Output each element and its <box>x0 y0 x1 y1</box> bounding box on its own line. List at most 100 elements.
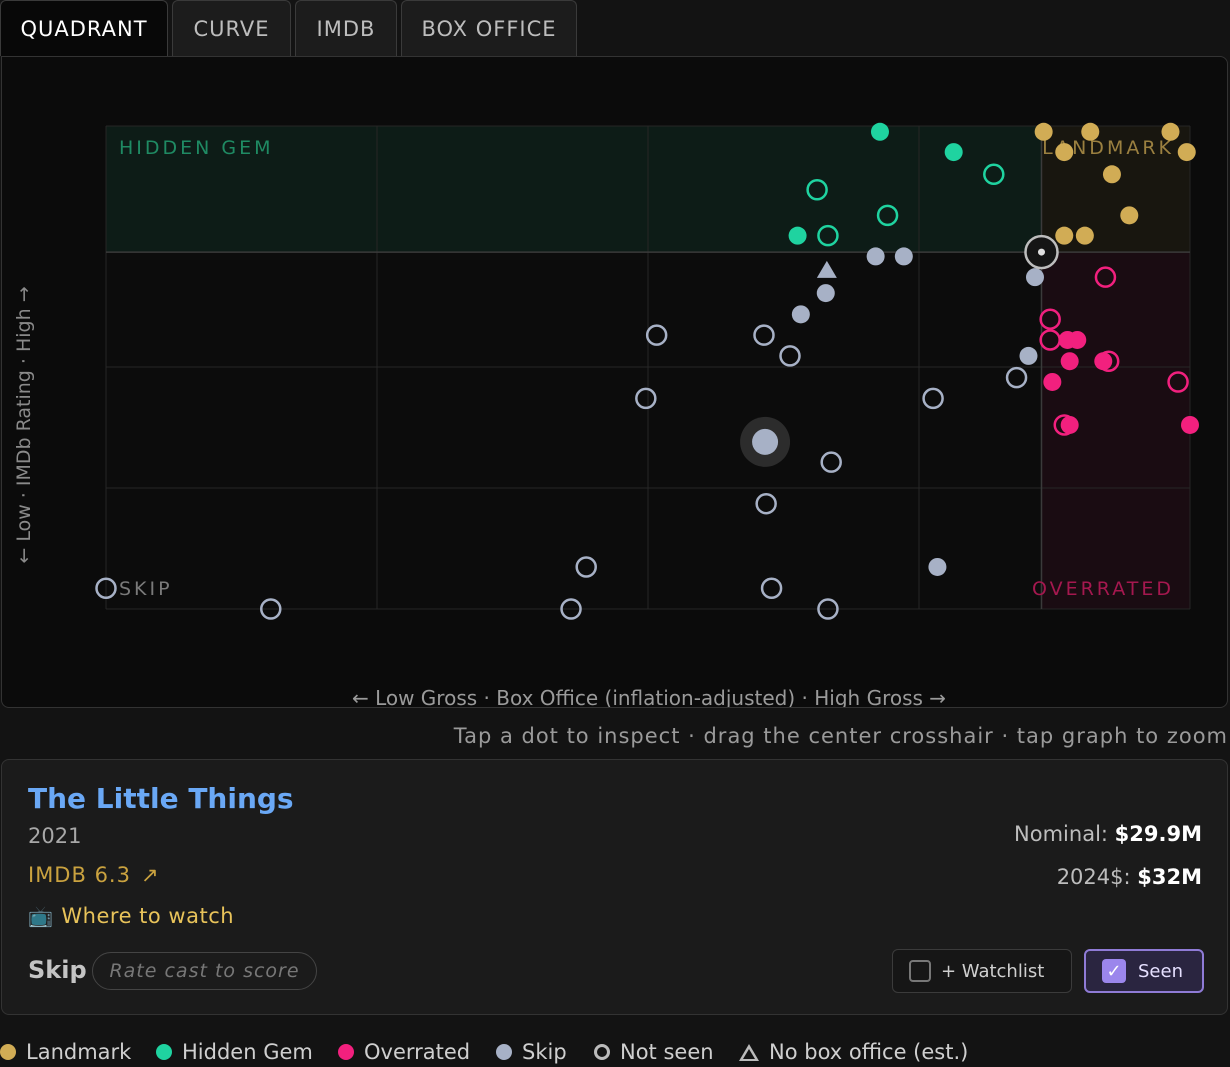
hidden_gem-not-seen-point[interactable] <box>876 204 899 227</box>
legend-item-skip: Skip <box>496 1038 567 1066</box>
landmark-dot-icon <box>0 1044 16 1060</box>
legend-item-hidden-gem: Hidden Gem <box>156 1038 313 1066</box>
skip-not-seen-point[interactable] <box>753 324 775 346</box>
rate-cast-button[interactable]: Rate cast to score <box>92 952 317 990</box>
imdb-rating-link[interactable]: IMDB 6.3 ↗ <box>28 863 160 887</box>
triangle-icon <box>739 1043 759 1061</box>
seen-button[interactable]: ✓ Seen <box>1084 949 1204 993</box>
movie-title[interactable]: The Little Things <box>28 782 294 815</box>
external-link-icon: ↗ <box>140 863 160 887</box>
nominal-gross: Nominal: $29.9M <box>1014 822 1202 846</box>
nominal-value: $29.9M <box>1114 822 1202 846</box>
hidden_gem-seen-point[interactable] <box>944 143 963 162</box>
skip-not-seen-point[interactable] <box>95 577 117 599</box>
verdict-label: Skip <box>28 956 87 984</box>
ring-icon <box>594 1044 610 1060</box>
skip-seen-point[interactable] <box>866 247 885 266</box>
skip-seen-point[interactable] <box>928 557 947 576</box>
overrated-seen-point[interactable] <box>1060 415 1079 434</box>
nominal-label: Nominal: <box>1014 822 1108 846</box>
landmark-seen-point[interactable] <box>1177 143 1196 162</box>
legend-item-overrated: Overrated <box>338 1038 470 1066</box>
quadrant-label-skip: SKIP <box>119 578 173 600</box>
legend-label: No box office (est.) <box>769 1040 969 1064</box>
skip-not-seen-point[interactable] <box>635 387 657 410</box>
legend-item-landmark: Landmark <box>0 1038 131 1066</box>
skip-not-seen-point[interactable] <box>817 598 839 620</box>
overrated-not-seen-point[interactable] <box>1039 308 1061 330</box>
overrated-seen-point[interactable] <box>1060 352 1079 371</box>
landmark-seen-point[interactable] <box>1075 226 1094 245</box>
legend-label: Landmark <box>26 1040 132 1064</box>
seen-label: Seen <box>1138 960 1183 982</box>
landmark-seen-point[interactable] <box>1102 165 1121 184</box>
quadrant-label-hidden-gem: HIDDEN GEM <box>119 137 274 159</box>
hidden-gem-zone <box>106 126 1042 253</box>
overrated-seen-point[interactable] <box>1181 415 1199 434</box>
skip-not-seen-point[interactable] <box>645 324 668 346</box>
quadrant-label-landmark: LANDMARK <box>1042 137 1174 159</box>
landmark-seen-point[interactable] <box>1034 122 1053 141</box>
hidden_gem-not-seen-point[interactable] <box>817 224 839 247</box>
skip-seen-point[interactable] <box>816 284 835 303</box>
seen-checkbox[interactable]: ✓ <box>1102 959 1126 983</box>
where-to-watch-label: Where to watch <box>61 904 235 928</box>
hidden_gem-seen-point[interactable] <box>788 226 807 245</box>
skip-not-seen-point[interactable] <box>755 492 777 515</box>
skip-seen-point[interactable] <box>1025 268 1044 287</box>
overrated-not-seen-point[interactable] <box>1167 371 1189 393</box>
legend-label: Not seen <box>620 1040 714 1064</box>
tab-imdb[interactable]: IMDB <box>295 0 397 56</box>
skip-seen-point[interactable] <box>791 305 810 324</box>
landmark-seen-point[interactable] <box>1120 206 1139 225</box>
tab-curve[interactable]: CURVE <box>172 0 291 56</box>
quadrant-chart[interactable]: HIDDEN GEM LANDMARK SKIP OVERRATED <box>2 57 1228 708</box>
skip-seen-point[interactable] <box>894 247 913 266</box>
y-axis-label: ← Low · IMDb Rating · High → <box>13 286 35 564</box>
tab-quadrant[interactable]: QUADRANT <box>0 0 168 56</box>
legend-label: Overrated <box>364 1040 471 1064</box>
overrated-not-seen-point[interactable] <box>1094 266 1117 288</box>
selected-point[interactable] <box>752 428 779 455</box>
hidden_gem-not-seen-point[interactable] <box>806 179 828 201</box>
overrated-seen-point[interactable] <box>1043 372 1062 391</box>
movie-detail-card: The Little Things 2021 IMDB 6.3 ↗ 📺 Where … <box>1 759 1228 1015</box>
skip-not-seen-point[interactable] <box>1005 366 1028 389</box>
hidden_gem-not-seen-point[interactable] <box>983 163 1005 186</box>
skip-not-seen-point[interactable] <box>560 598 582 620</box>
imdb-rating: IMDB 6.3 <box>28 863 131 887</box>
no-box-office-point[interactable] <box>816 260 837 278</box>
hidden_gem-seen-point[interactable] <box>870 122 889 141</box>
legend-label: Hidden Gem <box>182 1040 313 1064</box>
hidden-gem-dot-icon <box>156 1044 172 1060</box>
overrated-seen-point[interactable] <box>1068 330 1087 349</box>
skip-not-seen-point[interactable] <box>779 345 801 367</box>
legend-item-not-seen: Not seen <box>594 1038 714 1066</box>
where-to-watch-link[interactable]: 📺 Where to watch <box>28 904 234 928</box>
skip-not-seen-point[interactable] <box>575 556 597 578</box>
watchlist-button[interactable]: + Watchlist <box>892 949 1072 993</box>
adjusted-gross: 2024$: $32M <box>1057 865 1202 889</box>
movie-year: 2021 <box>28 824 82 848</box>
skip-not-seen-point[interactable] <box>820 451 842 473</box>
legend-item-no-box-office: No box office (est.) <box>739 1038 968 1066</box>
graph-hint: Tap a dot to inspect · drag the center c… <box>453 724 1228 748</box>
skip-seen-point[interactable] <box>1019 346 1038 365</box>
tab-box-office[interactable]: BOX OFFICE <box>401 0 577 56</box>
landmark-seen-point[interactable] <box>1161 122 1180 141</box>
crosshair-center-dot <box>1037 248 1045 256</box>
quadrant-graph-panel[interactable]: HIDDEN GEM LANDMARK SKIP OVERRATED ← Low… <box>1 56 1228 708</box>
adjusted-label: 2024$: <box>1056 865 1131 889</box>
overrated-dot-icon <box>338 1044 354 1060</box>
landmark-seen-point[interactable] <box>1055 226 1074 245</box>
skip-not-seen-point[interactable] <box>922 387 944 410</box>
watchlist-checkbox[interactable] <box>909 960 931 982</box>
adjusted-value: $32M <box>1137 865 1202 889</box>
skip-not-seen-point[interactable] <box>260 598 282 620</box>
watchlist-label: + Watchlist <box>941 960 1045 982</box>
landmark-seen-point[interactable] <box>1055 143 1074 162</box>
landmark-seen-point[interactable] <box>1081 122 1100 141</box>
x-axis-label: ← Low Gross · Box Office (inflation-adju… <box>351 686 947 708</box>
overrated-seen-point[interactable] <box>1094 352 1113 371</box>
skip-not-seen-point[interactable] <box>760 577 783 599</box>
